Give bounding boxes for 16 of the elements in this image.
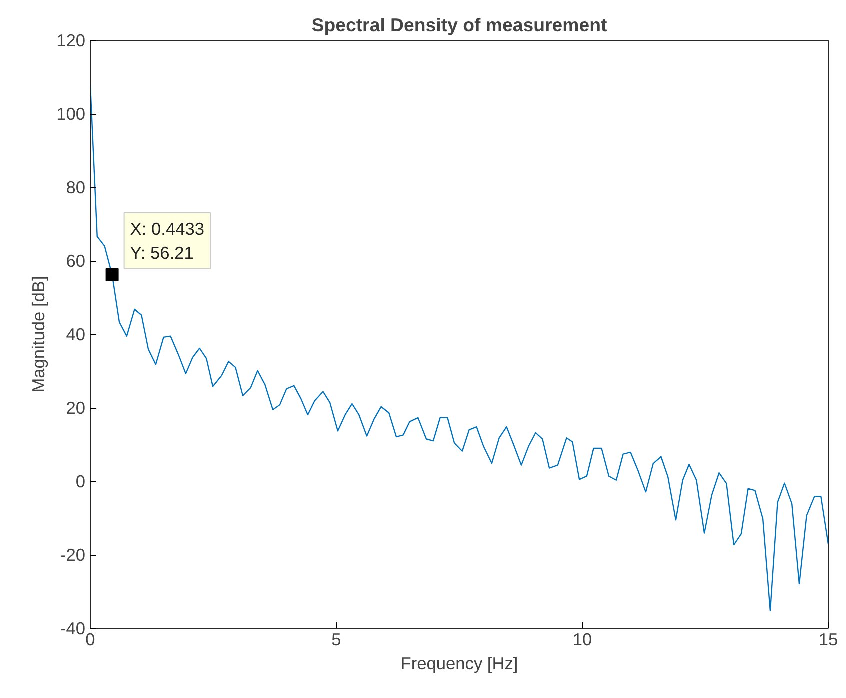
y-tick-label: 0	[76, 472, 86, 492]
y-axis-title: Magnitude [dB]	[28, 276, 49, 393]
y-tick-label: 40	[66, 324, 86, 344]
y-tick-label: 20	[66, 398, 86, 418]
y-tick-label: 100	[56, 104, 86, 124]
y-tick-label: -20	[60, 545, 86, 565]
y-tick-label: -40	[60, 618, 86, 638]
x-tick-label: 5	[332, 630, 342, 650]
y-tick-label: 80	[66, 178, 86, 198]
annotation: X: 0.4433 Y: 56.21	[130, 218, 204, 263]
x-axis-title: Frequency [Hz]	[400, 654, 518, 674]
y-tick-label: 120	[56, 30, 86, 50]
chart-title: Spectral Density of measurement	[312, 14, 608, 36]
y-tick-label: 60	[66, 251, 86, 271]
x-tick-label: 10	[572, 630, 592, 650]
x-tick-label: 15	[818, 630, 838, 650]
